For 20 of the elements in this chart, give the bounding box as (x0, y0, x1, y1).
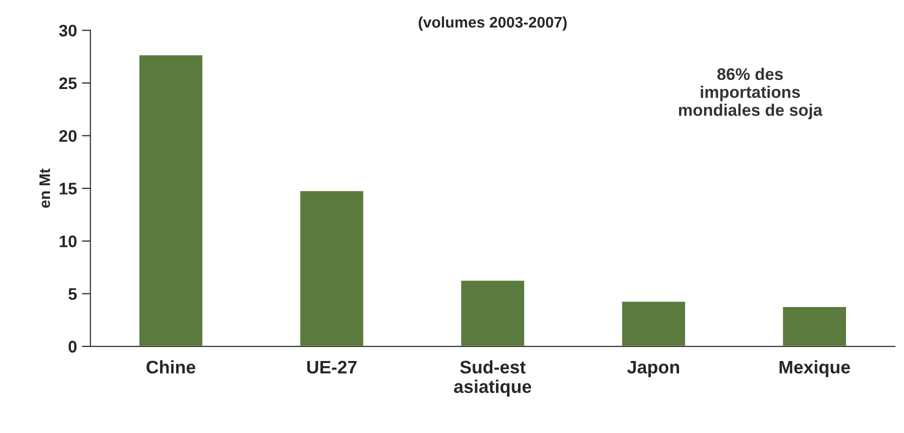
bar (620, 300, 686, 346)
bar (460, 279, 526, 346)
y-tick-label: 15 (60, 182, 77, 195)
y-tick-label: 25 (59, 77, 77, 90)
bar (782, 306, 848, 346)
y-tick-label: 20 (59, 130, 77, 142)
y-tick-label: 30 (59, 24, 77, 37)
bar (138, 54, 204, 346)
chart-title: (volumes 2003-2007) (418, 16, 567, 31)
y-tick-label: 10 (60, 235, 77, 248)
x-tick-label: UE-27 (307, 360, 357, 374)
x-tick-label: Chine (146, 360, 196, 374)
x-tick-label: Sud-est asiatique (454, 360, 532, 397)
x-tick-label: Mexique (780, 360, 850, 378)
bar (298, 190, 365, 346)
annotation: 86% des importations mondiales de soja (679, 68, 822, 120)
y-axis-title: en Mt (39, 168, 50, 208)
x-tick-label: Japon (627, 360, 680, 378)
y-tick-label: 5 (68, 288, 77, 300)
y-tick-label: 0 (68, 340, 77, 353)
